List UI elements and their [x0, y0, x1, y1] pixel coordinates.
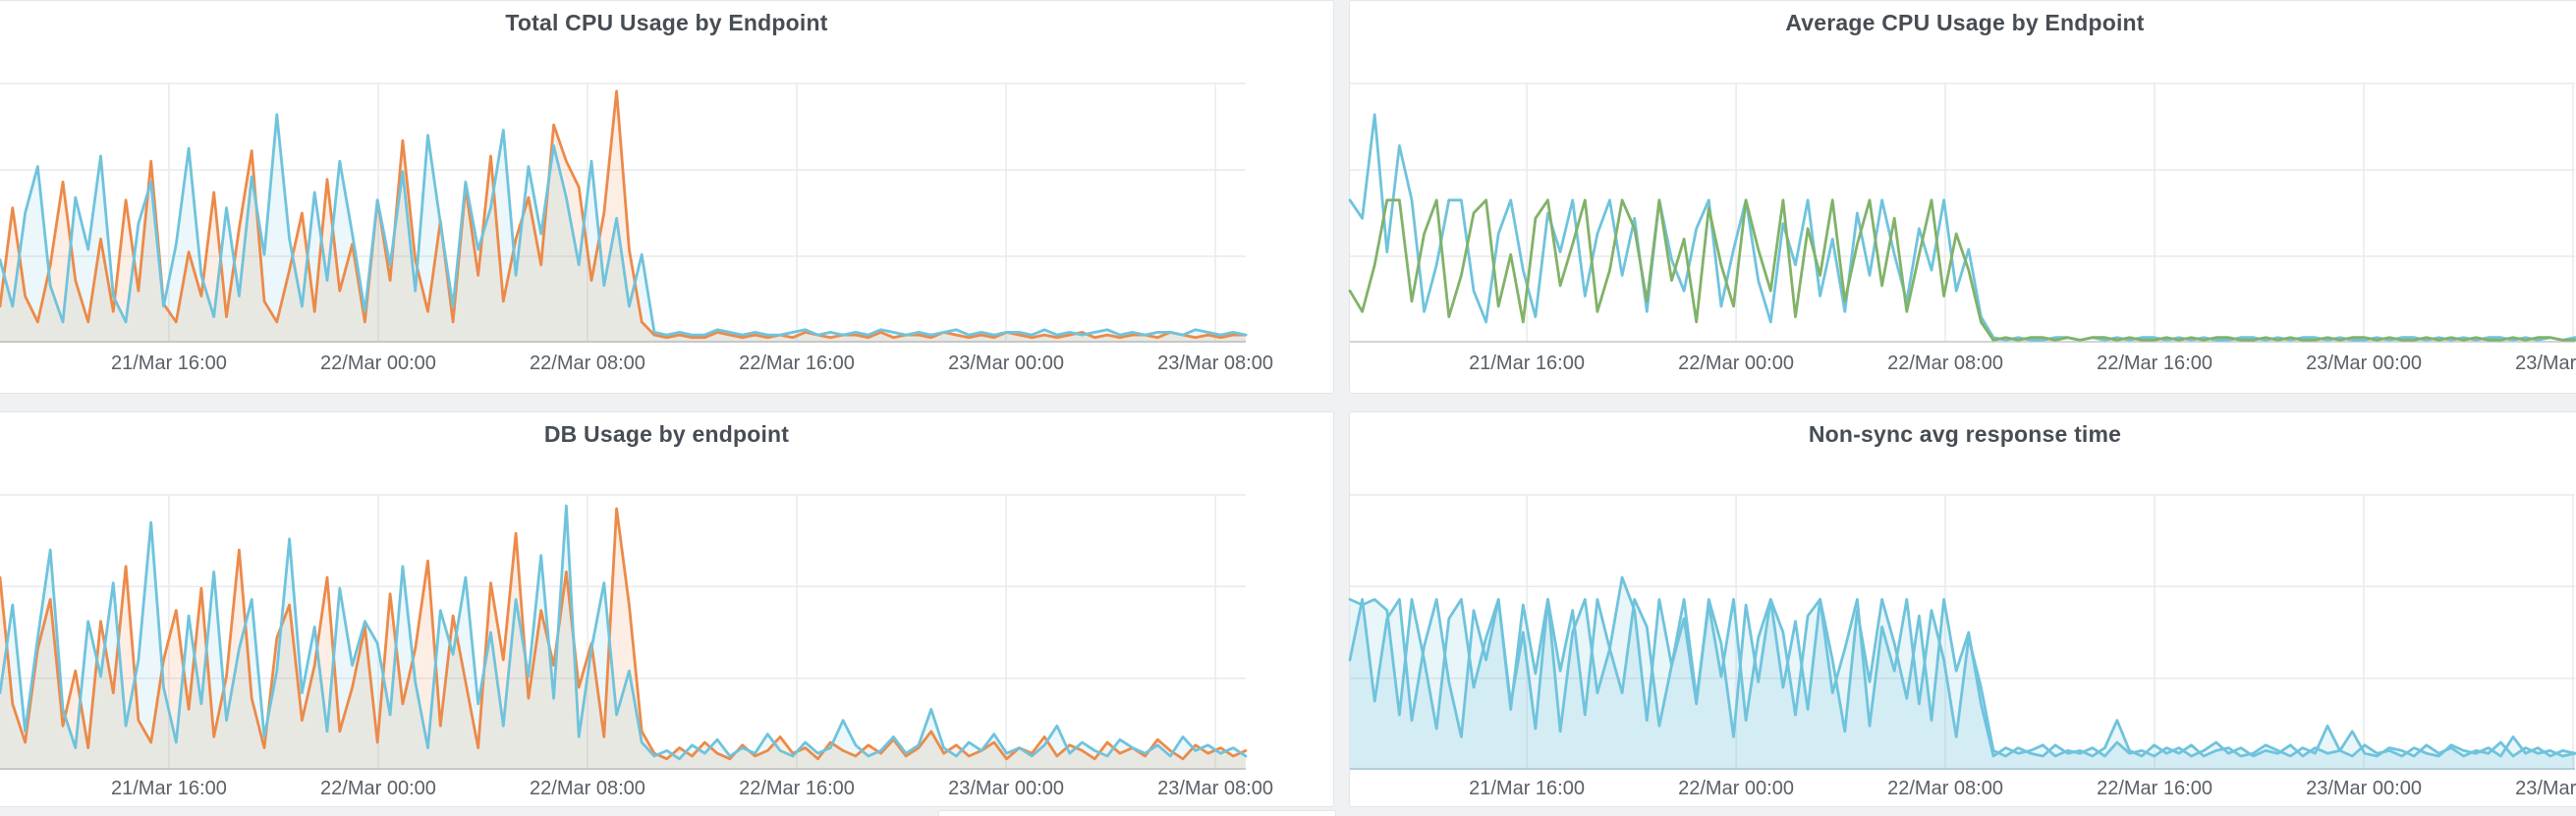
x-tick-label: 21/Mar 16:00	[1469, 353, 1585, 374]
panel-title-nonsync-response[interactable]: Non-sync avg response time	[1808, 421, 2122, 447]
x-tick-label: 22/Mar 00:00	[1678, 778, 1794, 799]
x-tick-label: 23/Mar 00:00	[2306, 778, 2422, 799]
x-axis-average-cpu: 21/Mar 16:00 22/Mar 00:00 22/Mar 08:00 22/M…	[1350, 353, 2576, 380]
x-tick-label: 21/Mar 16:00	[111, 353, 227, 374]
chart-nonsync-response-time[interactable]	[1348, 494, 2576, 770]
x-tick-label: 23/Mar 00:00	[2306, 353, 2422, 374]
x-tick-label: 22/Mar 08:00	[1887, 778, 2003, 799]
x-tick-label: 23/Mar 08:00	[2515, 353, 2576, 374]
panel-title-db-usage[interactable]: DB Usage by endpoint	[543, 421, 790, 447]
x-tick-label: 22/Mar 00:00	[320, 353, 436, 374]
x-tick-label: 22/Mar 16:00	[2097, 778, 2212, 799]
x-tick-label: 22/Mar 00:00	[1678, 353, 1794, 374]
x-axis-total-cpu: 21/Mar 16:00 22/Mar 00:00 22/Mar 08:00 22/M…	[0, 353, 1273, 380]
panel-title-average-cpu[interactable]: Average CPU Usage by Endpoint	[1785, 10, 2145, 35]
x-tick-label: 23/Mar 08:00	[1157, 353, 1273, 374]
x-tick-label: 22/Mar 16:00	[2097, 353, 2212, 374]
panel-total-cpu-usage: Total CPU Usage by Endpoint 21/Mar 16:00…	[0, 0, 1334, 394]
x-tick-label: 22/Mar 16:00	[739, 778, 855, 799]
x-tick-label: 22/Mar 08:00	[530, 353, 645, 374]
x-axis-nonsync-response: 21/Mar 16:00 22/Mar 00:00 22/Mar 08:00 22/M…	[1350, 778, 2576, 805]
panel-db-usage: DB Usage by endpoint 21/Mar 16:00 22/Mar …	[0, 411, 1334, 807]
chart-average-cpu-usage[interactable]	[1348, 82, 2576, 343]
x-tick-label: 22/Mar 08:00	[530, 778, 645, 799]
next-row-panel-top-edge	[938, 810, 1336, 816]
x-tick-label: 23/Mar 00:00	[948, 778, 1064, 799]
x-tick-label: 22/Mar 00:00	[320, 778, 436, 799]
x-tick-label: 23/Mar 00:00	[948, 353, 1064, 374]
chart-total-cpu-usage[interactable]	[0, 82, 1248, 344]
x-tick-label: 22/Mar 16:00	[739, 353, 855, 374]
x-tick-label: 23/Mar 08:00	[2515, 778, 2576, 799]
x-tick-label: 21/Mar 16:00	[111, 778, 227, 799]
x-tick-label: 21/Mar 16:00	[1469, 778, 1585, 799]
x-tick-label: 22/Mar 08:00	[1887, 353, 2003, 374]
x-axis-db-usage: 21/Mar 16:00 22/Mar 00:00 22/Mar 08:00 22/M…	[0, 778, 1273, 805]
panel-average-cpu-usage: Average CPU Usage by Endpoint 21/Mar 16:…	[1348, 0, 2576, 394]
panel-nonsync-response-time: Non-sync avg response time 21/Mar 16:00 2…	[1348, 411, 2576, 807]
panel-title-total-cpu[interactable]: Total CPU Usage by Endpoint	[505, 10, 828, 35]
x-tick-label: 23/Mar 08:00	[1157, 778, 1273, 799]
chart-db-usage[interactable]	[0, 494, 1248, 770]
